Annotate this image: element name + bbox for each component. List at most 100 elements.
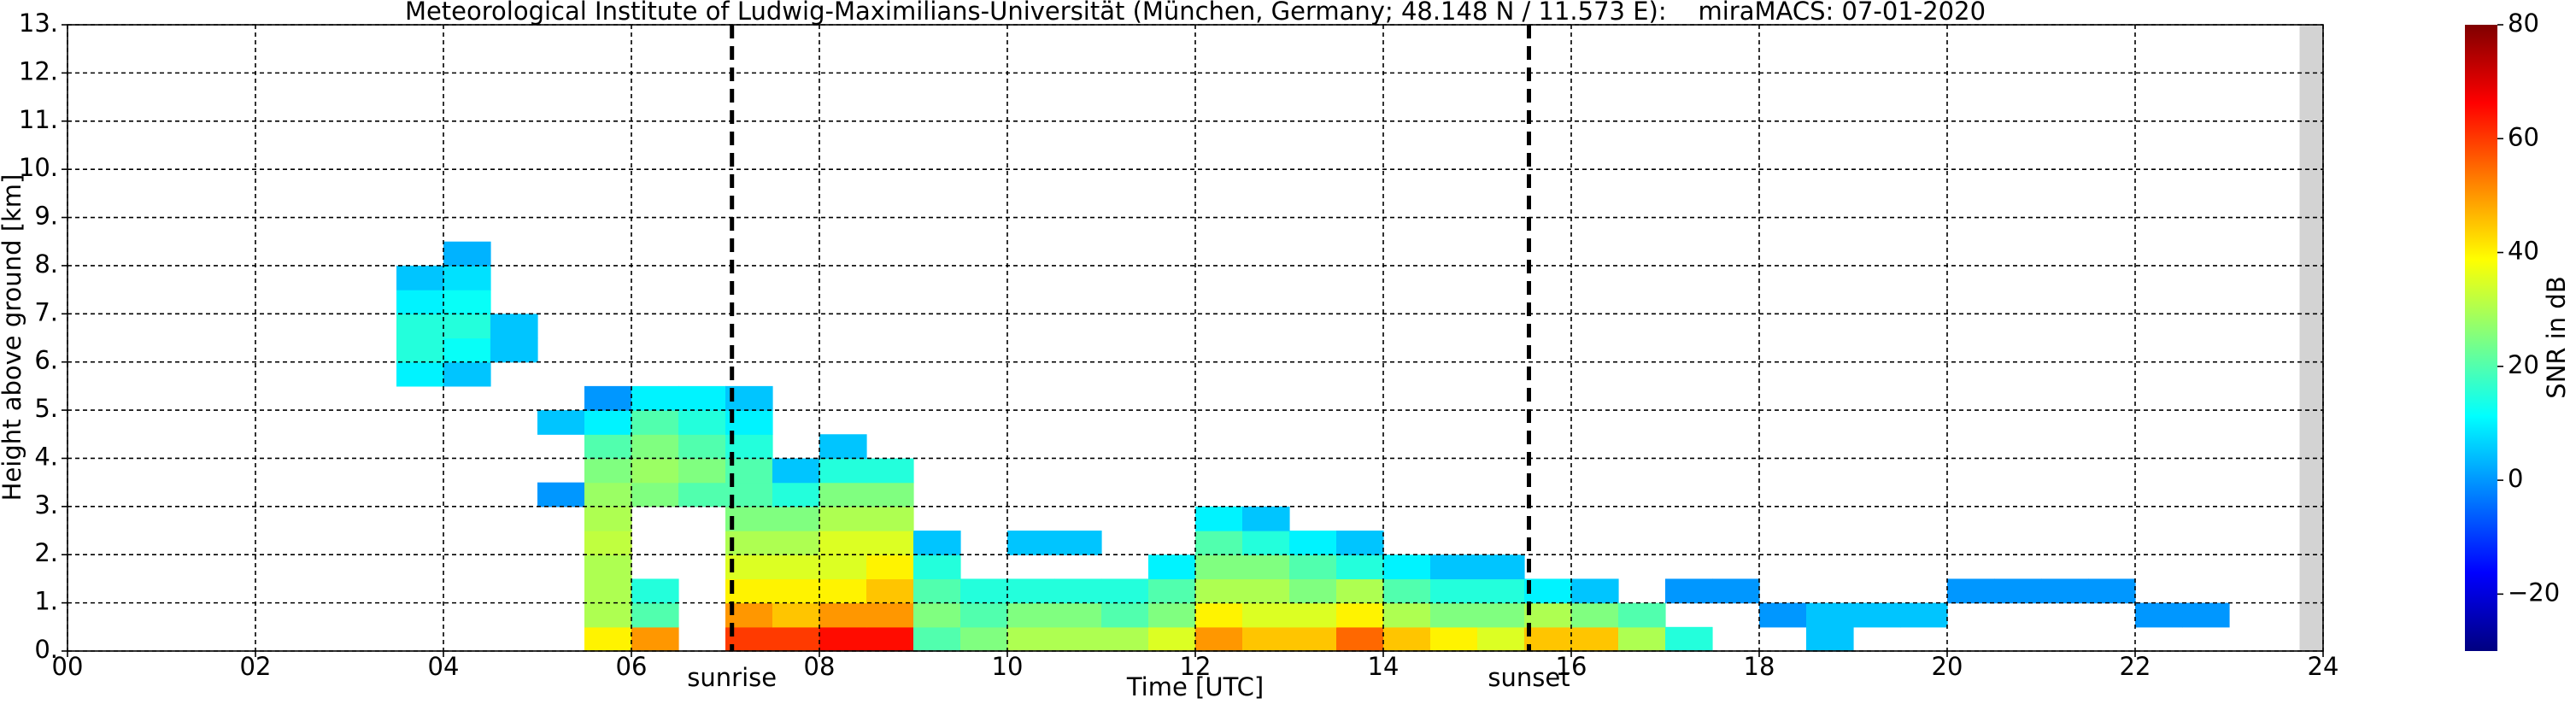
snr-cell bbox=[1242, 626, 1290, 652]
colorbar-tick-label: 20 bbox=[2508, 350, 2539, 379]
snr-cell bbox=[1242, 531, 1290, 555]
snr-cell bbox=[584, 506, 632, 531]
snr-cell bbox=[1618, 626, 1666, 652]
snr-cell bbox=[819, 434, 867, 460]
y-axis-label: Height above ground [km] bbox=[0, 174, 26, 502]
snr-cell bbox=[1853, 602, 1901, 628]
x-tick-label: 18 bbox=[1744, 652, 1775, 681]
snr-cell bbox=[772, 482, 820, 507]
snr-cell bbox=[537, 482, 585, 507]
snr-cell bbox=[678, 434, 726, 460]
snr-cell bbox=[2135, 602, 2183, 628]
snr-cell bbox=[1524, 578, 1572, 604]
snr-cell bbox=[1289, 531, 1337, 555]
snr-cell bbox=[1007, 602, 1055, 628]
snr-cell bbox=[772, 506, 820, 531]
snr-cell bbox=[772, 626, 820, 652]
snr-cell bbox=[1195, 554, 1243, 580]
snr-cell bbox=[819, 602, 867, 628]
snr-cell bbox=[396, 337, 444, 363]
snr-cell bbox=[1195, 626, 1243, 652]
snr-cell bbox=[1289, 554, 1337, 580]
snr-cell bbox=[1524, 626, 1572, 652]
x-tick-label: 22 bbox=[2120, 652, 2151, 681]
snr-cell bbox=[1148, 626, 1196, 652]
colorbar bbox=[2465, 25, 2497, 651]
y-tick-label: 5. bbox=[34, 394, 58, 423]
snr-cell bbox=[584, 385, 632, 411]
snr-cell bbox=[772, 554, 820, 580]
snr-cell bbox=[1195, 506, 1243, 531]
snr-cell bbox=[1101, 626, 1149, 652]
snr-cell bbox=[678, 482, 726, 507]
snr-cell bbox=[631, 482, 679, 507]
snr-cell bbox=[960, 578, 1008, 604]
snr-cell bbox=[772, 602, 820, 628]
snr-cell bbox=[1101, 602, 1149, 628]
snr-cell bbox=[819, 626, 867, 652]
x-tick-label: 12 bbox=[1180, 652, 1212, 681]
snr-cell bbox=[866, 626, 914, 652]
snr-cell bbox=[443, 314, 491, 339]
snr-cell bbox=[1336, 602, 1384, 628]
snr-cell bbox=[1430, 626, 1478, 652]
snr-cell bbox=[866, 458, 914, 484]
snr-cell bbox=[1571, 626, 1619, 652]
snr-cell bbox=[1477, 554, 1525, 580]
snr-cell bbox=[772, 458, 820, 484]
snr-cell bbox=[1571, 602, 1619, 628]
snr-cell bbox=[1665, 626, 1713, 652]
x-tick-label: 00 bbox=[52, 652, 84, 681]
snr-cell bbox=[1383, 626, 1431, 652]
snr-cell bbox=[1007, 578, 1055, 604]
snr-cell bbox=[2041, 578, 2089, 604]
annotation-label: sunset bbox=[1488, 663, 1570, 692]
snr-cell bbox=[1289, 626, 1337, 652]
snr-cell bbox=[443, 241, 491, 267]
y-tick-label: 0. bbox=[34, 635, 58, 664]
x-tick-label: 14 bbox=[1368, 652, 1399, 681]
snr-cell bbox=[584, 531, 632, 555]
snr-cell bbox=[772, 578, 820, 604]
snr-cell bbox=[443, 361, 491, 387]
snr-cell bbox=[584, 434, 632, 460]
colorbar-label: SNR in dB bbox=[2542, 276, 2571, 398]
x-tick-label: 20 bbox=[1932, 652, 1963, 681]
snr-cell bbox=[678, 458, 726, 484]
snr-cell bbox=[1242, 506, 1290, 531]
snr-cell bbox=[866, 531, 914, 555]
y-tick-label: 3. bbox=[34, 490, 58, 519]
y-tick-label: 1. bbox=[34, 587, 58, 616]
snr-cell bbox=[1759, 602, 1807, 628]
snr-cell bbox=[1994, 578, 2042, 604]
snr-cell bbox=[1383, 554, 1431, 580]
snr-cell bbox=[1571, 578, 1619, 604]
colorbar-tick-label: 0 bbox=[2508, 464, 2523, 493]
x-tick-label: 16 bbox=[1556, 652, 1587, 681]
snr-cell bbox=[913, 578, 961, 604]
snr-cell bbox=[1195, 531, 1243, 555]
snr-cell bbox=[819, 482, 867, 507]
snr-cell bbox=[443, 265, 491, 290]
colorbar-tick-label: 60 bbox=[2508, 122, 2539, 151]
snr-cell bbox=[866, 578, 914, 604]
snr-cell bbox=[913, 626, 961, 652]
snr-cell bbox=[1101, 578, 1149, 604]
snr-cell bbox=[584, 554, 632, 580]
snr-cell bbox=[1618, 602, 1666, 628]
snr-cell bbox=[396, 290, 444, 314]
snr-cell bbox=[1195, 578, 1243, 604]
snr-cell bbox=[584, 458, 632, 484]
snr-cell bbox=[819, 578, 867, 604]
snr-cell bbox=[913, 602, 961, 628]
snr-cell bbox=[1336, 531, 1384, 555]
snr-cell bbox=[2088, 578, 2136, 604]
snr-cell bbox=[537, 410, 585, 435]
snr-cell bbox=[1665, 578, 1713, 604]
snr-cell bbox=[1477, 578, 1525, 604]
snr-cell bbox=[1336, 626, 1384, 652]
snr-cell bbox=[1242, 554, 1290, 580]
colorbar-tick-label: −20 bbox=[2508, 578, 2560, 607]
snr-cell bbox=[819, 458, 867, 484]
